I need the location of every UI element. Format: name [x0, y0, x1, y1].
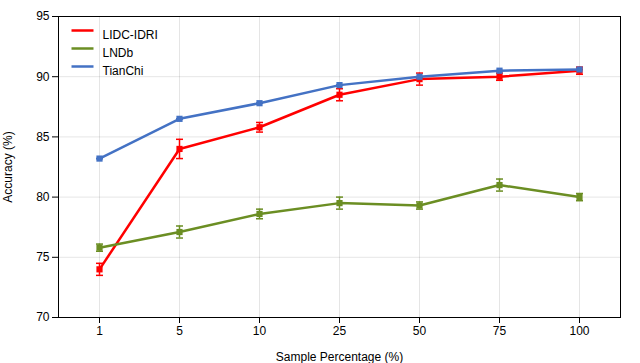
- svg-text:100: 100: [569, 324, 589, 338]
- svg-text:85: 85: [36, 130, 50, 144]
- svg-text:90: 90: [36, 70, 50, 84]
- svg-text:70: 70: [36, 310, 50, 324]
- svg-text:75: 75: [36, 250, 50, 264]
- svg-text:80: 80: [36, 190, 50, 204]
- svg-text:LNDb: LNDb: [103, 46, 134, 60]
- svg-text:1: 1: [96, 324, 103, 338]
- svg-text:5: 5: [176, 324, 183, 338]
- svg-text:75: 75: [493, 324, 507, 338]
- svg-text:10: 10: [253, 324, 267, 338]
- svg-text:Accuracy (%): Accuracy (%): [1, 131, 15, 202]
- svg-text:TianChi: TianChi: [103, 64, 144, 78]
- svg-text:50: 50: [413, 324, 427, 338]
- svg-text:95: 95: [36, 9, 50, 23]
- svg-text:Sample Percentage (%): Sample Percentage (%): [276, 350, 403, 363]
- svg-text:LIDC-IDRI: LIDC-IDRI: [103, 28, 158, 42]
- svg-text:25: 25: [333, 324, 347, 338]
